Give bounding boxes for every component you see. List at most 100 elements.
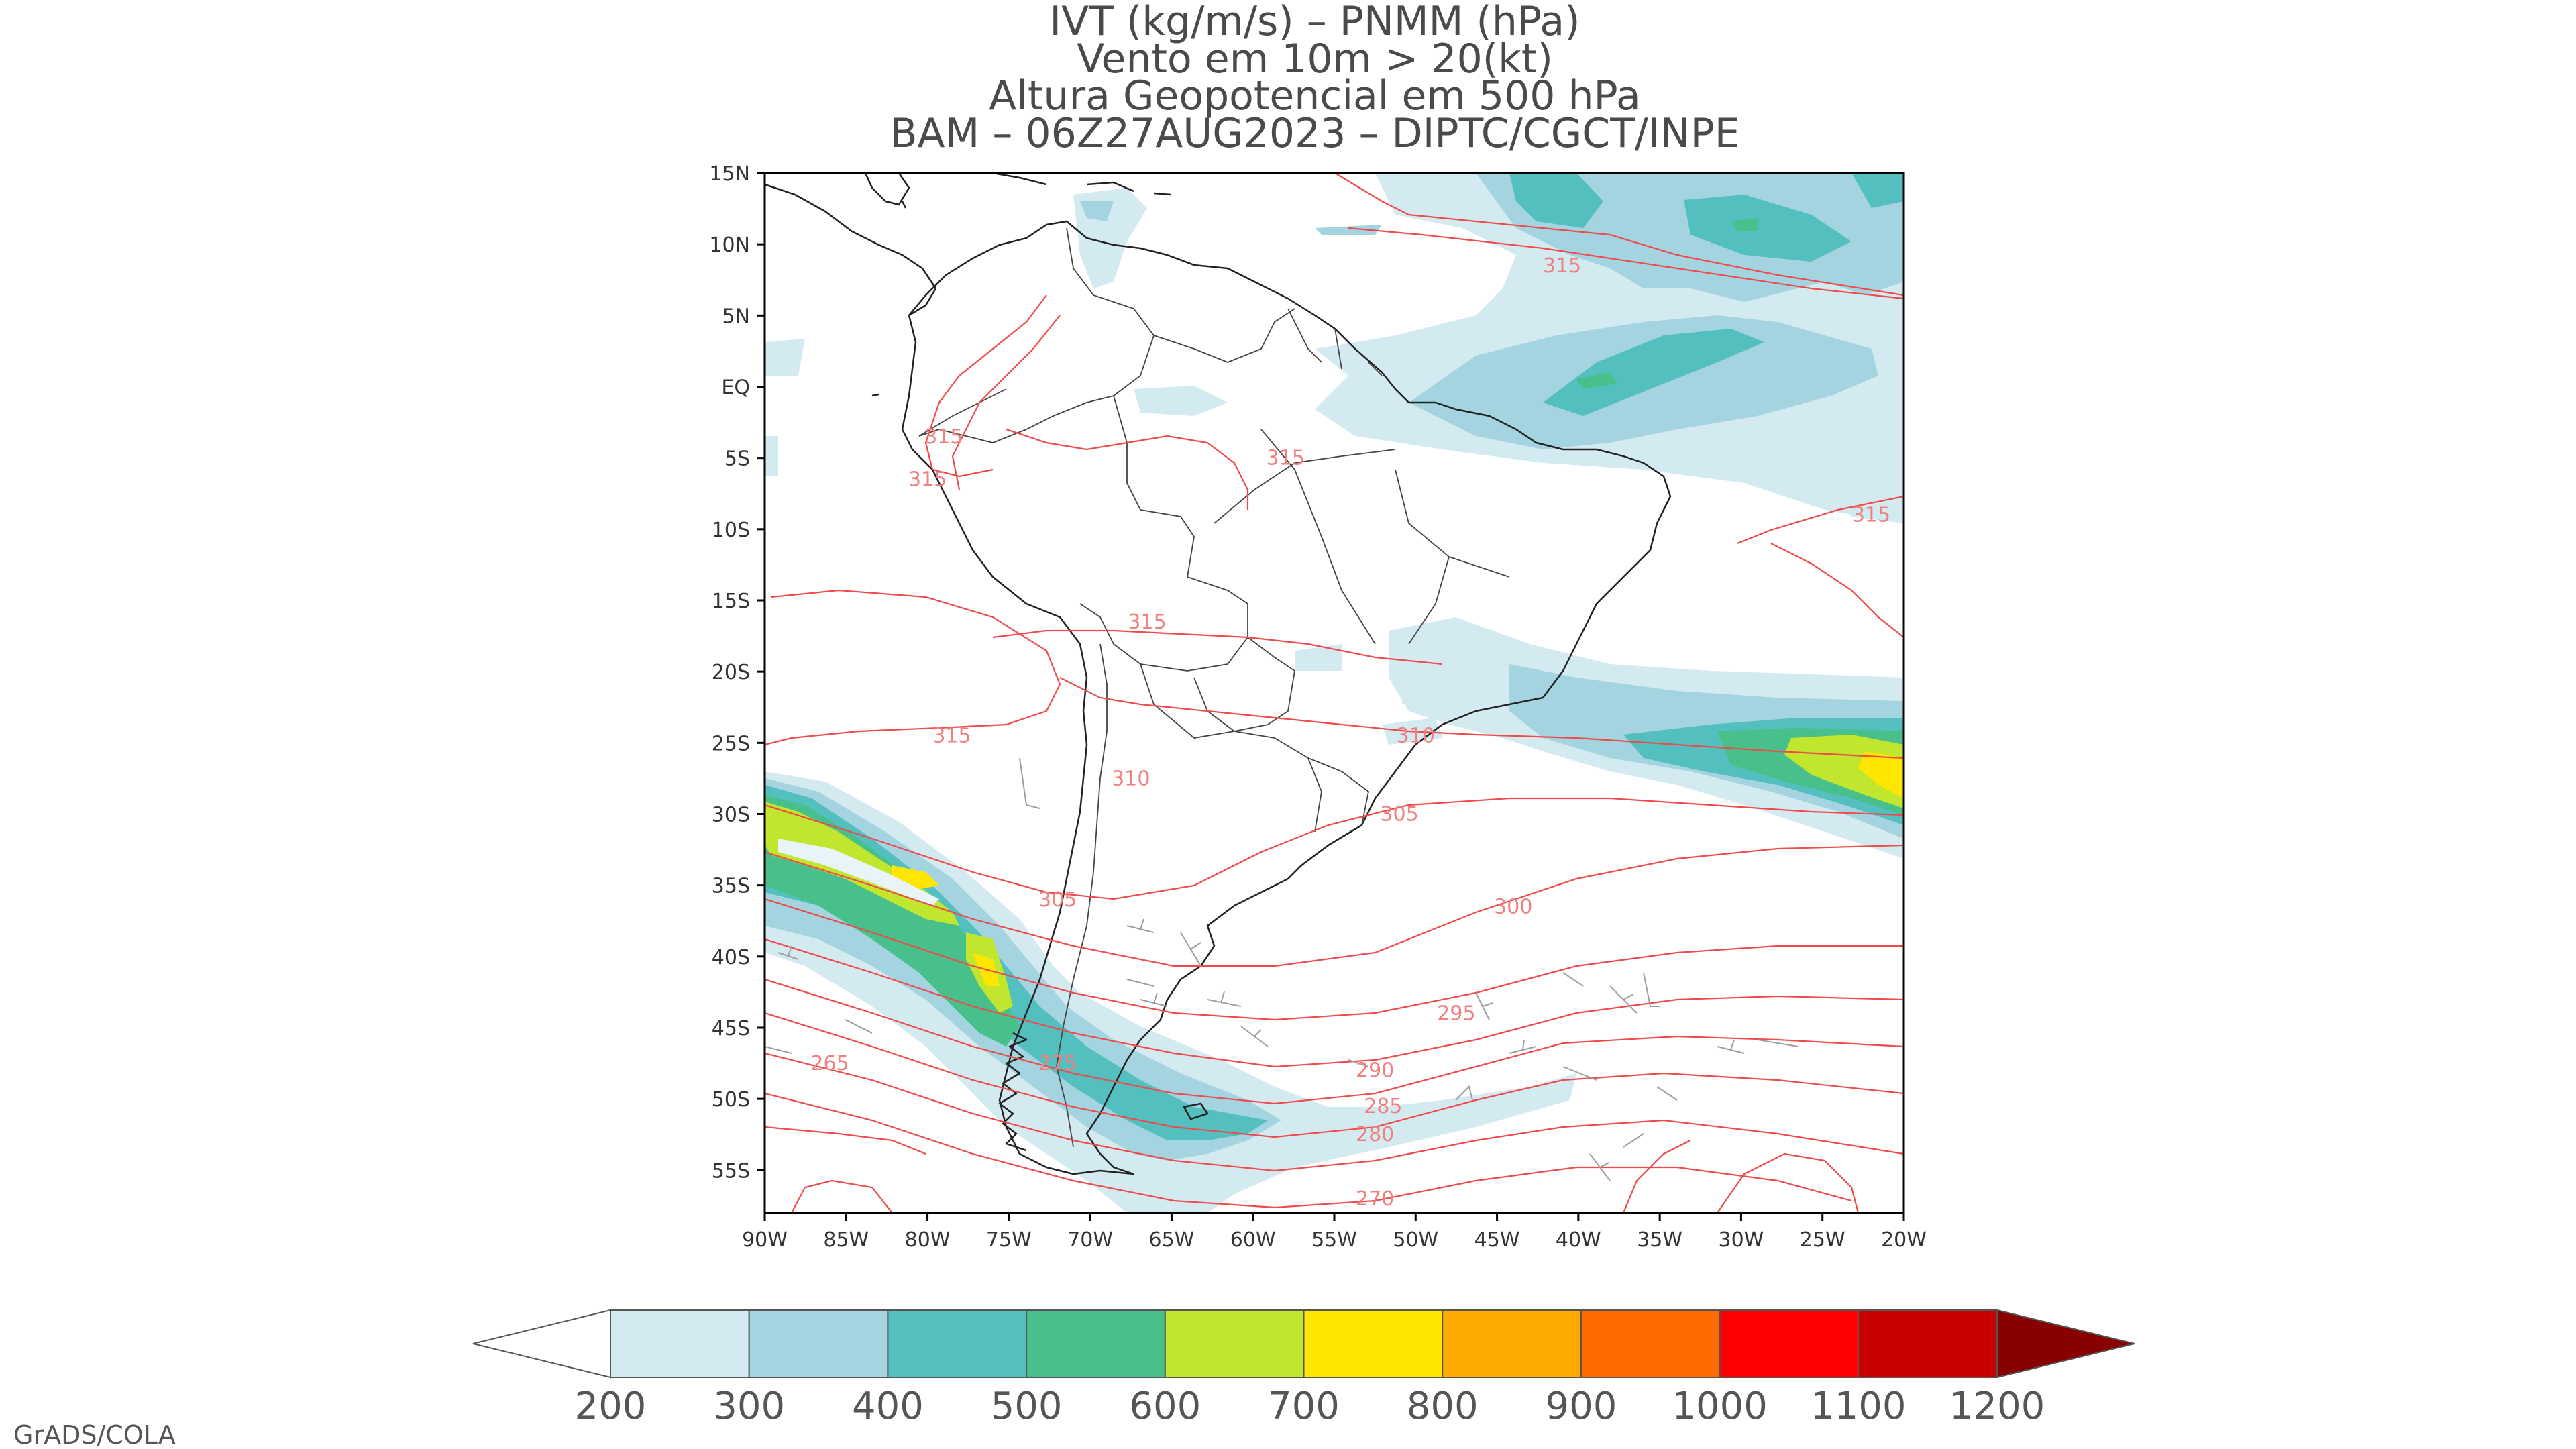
coast-puerto-rico	[1153, 192, 1171, 196]
contour-290	[765, 938, 1904, 1068]
contour-label: 315	[908, 468, 947, 492]
coast-north-sa	[908, 220, 1672, 1175]
lon-tick-label: 65W	[1149, 1228, 1195, 1252]
contour-315-east-b	[1770, 543, 1904, 638]
colorbar-label: 700	[1268, 1385, 1340, 1428]
wind-barb	[1643, 972, 1660, 1007]
contour-low-center	[1717, 1152, 1860, 1213]
colorbar-label: 400	[852, 1385, 924, 1428]
contour-label: 310	[1397, 724, 1435, 748]
lon-tick-label: 75W	[986, 1228, 1032, 1252]
wind-barb	[1562, 972, 1584, 987]
lon-tick-label: 20W	[1881, 1228, 1927, 1252]
title-line-3: Altura Geopotencial em 500 hPa	[989, 72, 1641, 119]
colorbar-label: 1100	[1811, 1385, 1907, 1428]
ivt-shading	[765, 173, 1904, 1213]
lon-tick-label: 35W	[1637, 1228, 1682, 1252]
contour-280	[765, 1012, 1904, 1138]
coast-pacific-islands	[901, 201, 907, 209]
colorbar-label: 1200	[1949, 1385, 2045, 1428]
lat-tick-label: 45S	[712, 1017, 750, 1040]
map-panel: 315 315 315 315 315 315 315 310 310 305 305 300 295 2…	[765, 173, 1904, 1213]
contour-305	[765, 797, 1904, 900]
contour-315-andes-a	[924, 294, 1047, 478]
contour-265	[765, 1126, 926, 1155]
lat-tick-label: 30S	[712, 803, 750, 826]
contour-label: 310	[1112, 767, 1150, 790]
lon-tick-label: 55W	[1311, 1228, 1357, 1252]
contour-315-mid	[1006, 428, 1249, 510]
contour-label: 290	[1356, 1059, 1394, 1083]
wind-barb	[1348, 1059, 1369, 1067]
contour-300	[765, 844, 1904, 967]
lon-tick-label: 30W	[1719, 1228, 1764, 1252]
lat-tick-label: 20S	[712, 661, 750, 684]
longitude-axis: 90W 85W 80W 75W 70W 65W 60W 55W 50W 45W 40W 35W 30W 2…	[742, 1213, 1927, 1252]
border-uruguay	[1307, 757, 1369, 833]
border-ecuador	[918, 388, 1007, 437]
wind-barb	[777, 945, 799, 960]
contour-275	[765, 1052, 1904, 1172]
lon-tick-label: 25W	[1800, 1228, 1845, 1252]
colorbar-label: 800	[1407, 1385, 1479, 1428]
lon-tick-label: 45W	[1474, 1228, 1520, 1252]
ivt-colorbar: 200 300 400 500 600 700 800 900 1000 1100 1200	[472, 1309, 2135, 1428]
contour-label: 300	[1494, 895, 1532, 918]
contour-315-north	[1334, 173, 1904, 297]
contour-label: 315	[1543, 254, 1581, 278]
colorbar-segment	[1442, 1309, 1582, 1378]
wind-barb	[1562, 1066, 1597, 1081]
contour-label: 315	[924, 425, 963, 449]
lat-tick-label: 15S	[712, 590, 750, 613]
lon-tick-label: 90W	[742, 1228, 788, 1252]
ivt-area-carib-400	[1080, 201, 1382, 235]
contour-label: 275	[1038, 1052, 1077, 1075]
wind-barb	[1180, 932, 1201, 967]
contour-label: 295	[1437, 1002, 1475, 1026]
wind-barb	[1019, 757, 1040, 809]
contour-label: 315	[1267, 447, 1305, 470]
ivt-area-pacific-river-800	[892, 865, 1000, 986]
title-block: IVT (kg/m/s) – PNMM (hPa) Vento em 10m >…	[890, 0, 1739, 157]
colorbar-segment	[1026, 1309, 1166, 1378]
contour-labels: 315 315 315 315 315 315 315 310 310 305 305 300 295 2…	[810, 254, 1890, 1211]
wind-barb	[1609, 985, 1638, 1014]
contour-315-east	[1737, 495, 1904, 545]
ivt-area-pacific-river-300	[765, 771, 1576, 1213]
lat-tick-label: 40S	[712, 946, 750, 969]
coast-cuba	[992, 173, 1047, 186]
contour-315-pacific	[765, 589, 1061, 746]
lat-tick-label: 35S	[712, 875, 750, 898]
lat-tick-label: 10N	[709, 233, 750, 257]
wind-barb	[1656, 1086, 1678, 1101]
lon-tick-label: 40W	[1556, 1228, 1601, 1252]
wind-barb	[1140, 992, 1168, 1007]
title-line-1: IVT (kg/m/s) – PNMM (hPa)	[1049, 0, 1580, 45]
wind-barbs	[765, 757, 1799, 1181]
contour-label: 305	[1380, 802, 1418, 826]
border-brazil-internal	[1214, 429, 1510, 645]
colorbar-label: 500	[991, 1385, 1063, 1428]
coastlines	[765, 173, 1672, 1175]
colorbar-segment	[748, 1309, 889, 1378]
contour-label: 285	[1364, 1095, 1402, 1118]
lat-tick-label: 10S	[712, 519, 750, 542]
contour-sw-closed	[791, 1179, 893, 1213]
lat-tick-label: 50S	[712, 1088, 750, 1112]
ivt-area-se-brazil	[1295, 621, 1469, 745]
lat-tick-label: EQ	[721, 376, 750, 399]
colorbar-label: 200	[575, 1385, 647, 1428]
contour-label: 270	[1356, 1187, 1394, 1211]
contour-310	[1059, 677, 1904, 759]
contour-315-north-b	[1348, 227, 1904, 300]
colorbar-label: 600	[1129, 1385, 1201, 1428]
border-colombia-venezuela	[1066, 227, 1155, 396]
colorbar-segment	[1303, 1309, 1444, 1378]
lon-tick-label: 80W	[905, 1228, 951, 1252]
lat-tick-label: 5N	[722, 305, 750, 328]
wind-barb	[765, 1046, 792, 1054]
coast-yucatan	[864, 173, 910, 206]
lat-tick-label: 15N	[709, 162, 750, 186]
contour-label: 315	[932, 724, 971, 748]
coast-central-america	[765, 183, 937, 317]
